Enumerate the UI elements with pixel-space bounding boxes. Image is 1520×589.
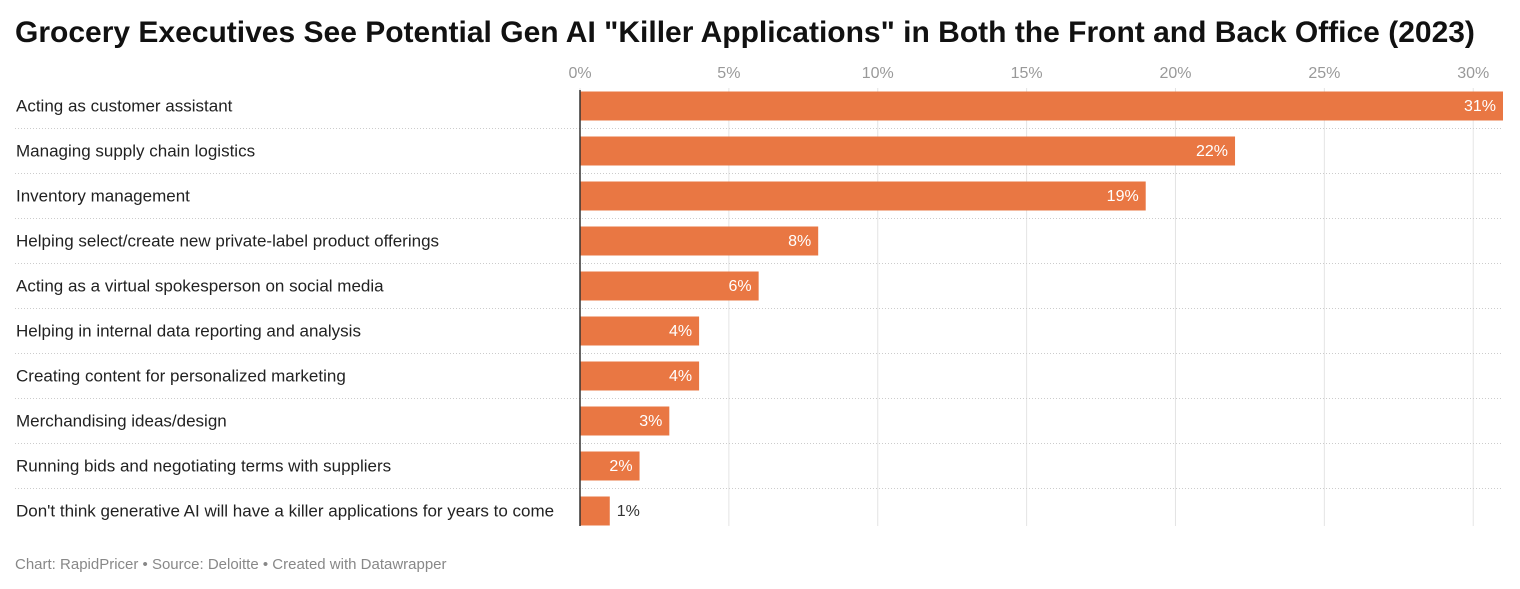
bar [580, 91, 1503, 121]
category-label: Merchandising ideas/design [16, 411, 227, 430]
bar [580, 496, 610, 526]
value-label: 4% [669, 368, 692, 385]
value-label: 8% [788, 233, 811, 250]
category-label: Don't think generative AI will have a ki… [16, 501, 554, 520]
x-tick-label: 5% [717, 65, 740, 82]
value-label: 19% [1107, 188, 1139, 205]
x-tick-label: 10% [862, 65, 894, 82]
category-label: Managing supply chain logistics [16, 141, 255, 160]
x-tick-label: 30% [1457, 65, 1489, 82]
value-label: 22% [1196, 143, 1228, 160]
value-label: 3% [639, 413, 662, 430]
category-label: Helping in internal data reporting and a… [16, 321, 361, 340]
bar [580, 451, 640, 481]
category-label: Inventory management [16, 186, 190, 205]
value-label: 2% [609, 458, 632, 475]
value-label: 1% [617, 503, 640, 520]
x-tick-label: 15% [1011, 65, 1043, 82]
x-tick-label: 25% [1308, 65, 1340, 82]
bar [580, 271, 759, 301]
value-label: 4% [669, 323, 692, 340]
x-tick-label: 20% [1159, 65, 1191, 82]
chart-title: Grocery Executives See Potential Gen AI … [15, 16, 1475, 49]
bar [580, 406, 670, 436]
category-label: Creating content for personalized market… [16, 366, 346, 385]
value-label: 31% [1464, 98, 1496, 115]
bar [580, 136, 1236, 166]
bar [580, 226, 819, 256]
bar [580, 316, 700, 346]
x-tick-label: 0% [568, 65, 591, 82]
category-label: Acting as a virtual spokesperson on soci… [16, 276, 384, 295]
bar [580, 181, 1146, 211]
category-label: Running bids and negotiating terms with … [16, 456, 391, 475]
value-label: 6% [729, 278, 752, 295]
category-label: Helping select/create new private-label … [16, 231, 439, 250]
category-label: Acting as customer assistant [16, 96, 233, 115]
bar [580, 361, 700, 391]
footer: Chart: RapidPricer • Source: Deloitte • … [15, 556, 447, 573]
